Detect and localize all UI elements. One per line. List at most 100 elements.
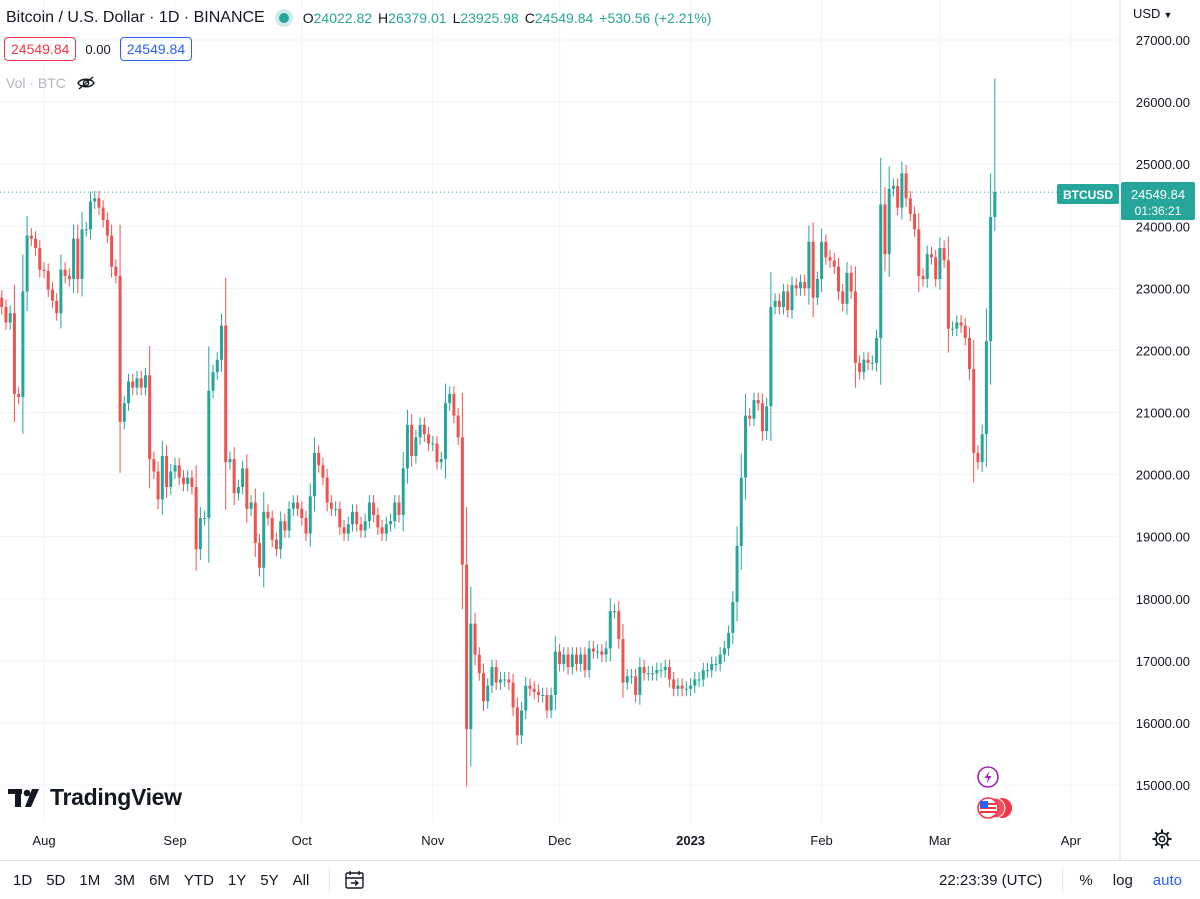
time-tick-label: Aug	[32, 833, 55, 848]
candle-body	[296, 502, 300, 509]
candle-body	[329, 502, 333, 509]
candle-body	[790, 285, 794, 311]
range-1m-button[interactable]: 1M	[79, 871, 101, 889]
price-tick-label: 15000.00	[1136, 778, 1190, 793]
candle-body	[304, 518, 308, 534]
candle-body	[883, 204, 887, 255]
price-tick-label: 23000.00	[1136, 281, 1190, 296]
candle	[50, 282, 54, 309]
candle-body	[397, 502, 401, 515]
sell-price-button[interactable]: 24549.84	[4, 37, 77, 61]
candle-body	[76, 238, 80, 280]
symbol-title[interactable]: Bitcoin / U.S. Dollar · 1D · BINANCE	[6, 9, 265, 26]
candle	[152, 451, 156, 479]
price-tick-label: 19000.00	[1136, 530, 1190, 545]
candle-body	[541, 694, 545, 696]
price-tick-label: 20000.00	[1136, 468, 1190, 483]
candle	[283, 513, 287, 538]
event-icons[interactable]	[975, 766, 1017, 822]
candle-body	[562, 654, 566, 664]
candle	[883, 187, 887, 272]
candle-body	[967, 338, 971, 370]
percent-scale-button[interactable]: %	[1079, 871, 1093, 889]
candle-body	[469, 623, 473, 730]
trade-prices: 24549.84 0.00 24549.84	[4, 37, 193, 61]
candle-body	[752, 400, 756, 419]
candle	[617, 601, 621, 649]
candle-body	[613, 611, 617, 613]
candle	[342, 519, 346, 542]
candle-body	[270, 518, 274, 540]
candle-body	[731, 601, 735, 633]
candle-body	[934, 257, 938, 280]
candle-body	[629, 676, 633, 678]
utc-clock[interactable]: 22:23:39 (UTC)	[939, 871, 1043, 889]
candle	[739, 453, 743, 570]
range-ytd-button[interactable]: YTD	[183, 871, 214, 889]
buy-price-button[interactable]: 24549.84	[119, 37, 193, 61]
candle	[359, 516, 363, 538]
candle	[744, 393, 748, 500]
candle	[207, 346, 211, 563]
candle	[887, 166, 891, 278]
auto-scale-button[interactable]: auto	[1152, 871, 1182, 889]
candle	[676, 678, 680, 697]
candle-body	[875, 338, 879, 363]
candle-body	[29, 235, 33, 239]
candle	[448, 386, 452, 411]
candle-body	[38, 247, 42, 270]
log-scale-button[interactable]: log	[1112, 871, 1133, 889]
candle	[486, 678, 490, 709]
candle-body	[667, 667, 671, 680]
candle-body	[701, 670, 705, 680]
candle	[545, 687, 549, 718]
candle-body	[617, 611, 621, 640]
eye-hidden-icon[interactable]	[76, 75, 96, 91]
candle	[29, 228, 33, 247]
range-5y-button[interactable]: 5Y	[260, 871, 279, 889]
candle-body	[972, 369, 976, 453]
candle-body	[59, 269, 63, 314]
candle	[524, 676, 528, 720]
range-6m-button[interactable]: 6M	[149, 871, 170, 889]
candle	[942, 240, 946, 268]
candle	[88, 191, 92, 240]
candle	[194, 465, 198, 571]
tradingview-logo[interactable]: TradingView	[8, 784, 182, 811]
candle-body	[655, 670, 659, 674]
candle-body	[334, 508, 338, 510]
events[interactable]	[975, 766, 1017, 827]
range-all-button[interactable]: All	[292, 871, 310, 889]
candle-body	[836, 266, 840, 292]
candle-body	[131, 381, 135, 388]
price-chart[interactable]: 27000.00 26000.00 25000.00 24000.00 23000.00…	[0, 0, 1200, 860]
range-5d-button[interactable]: 5D	[46, 871, 66, 889]
candle	[651, 665, 655, 681]
time-tick-label: Dec	[548, 833, 572, 848]
candle	[135, 370, 139, 396]
range-1d-button[interactable]: 1D	[13, 871, 33, 889]
candle-body	[435, 443, 439, 463]
candle-body	[338, 508, 342, 528]
candle	[794, 277, 798, 296]
candle-body	[308, 496, 312, 534]
range-3m-button[interactable]: 3M	[114, 871, 136, 889]
candle	[435, 436, 439, 470]
currency-selector[interactable]: USD ▼	[1133, 6, 1173, 21]
candle	[503, 672, 507, 687]
goto-date-icon[interactable]	[344, 870, 366, 890]
candle-body	[118, 275, 122, 422]
price-tag-value: 24549.84	[1131, 187, 1185, 202]
candle	[25, 216, 29, 311]
candle-body	[853, 291, 857, 363]
candle-body	[88, 201, 92, 230]
candle-body	[312, 452, 316, 497]
range-1y-button[interactable]: 1Y	[227, 871, 247, 889]
candle-body	[697, 679, 701, 681]
candle-body	[621, 639, 625, 683]
candle	[520, 701, 524, 745]
candle-body	[186, 477, 190, 484]
settings-gear-icon[interactable]	[1151, 828, 1173, 850]
candle	[236, 479, 240, 501]
candle	[841, 283, 845, 312]
